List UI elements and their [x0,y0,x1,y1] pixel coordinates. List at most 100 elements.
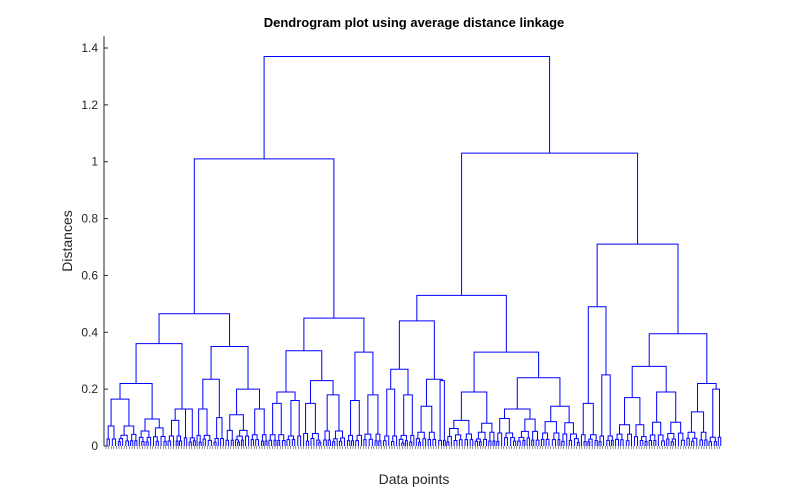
dendrogram-link [404,440,408,446]
y-tick-label: 0.8 [81,212,98,226]
dendrogram-link [518,436,525,442]
dendrogram-link [390,368,409,395]
dendrogram-link [425,378,443,407]
dendrogram-link [687,431,696,439]
dendrogram-link [460,391,488,424]
dendrogram-link [144,418,160,432]
dendrogram-link [375,433,381,441]
dendrogram-link [497,432,503,446]
y-tick-label: 0.6 [81,268,98,282]
dendrogram-link [416,294,507,353]
dendrogram-link [517,440,521,446]
dendrogram-link [174,408,189,421]
dendrogram-link [167,440,172,446]
dendrogram-link [229,414,244,431]
dendrogram-link [657,434,664,446]
dendrogram-link [690,411,705,433]
dendrogram-link [504,437,508,446]
dendrogram-link [118,438,124,446]
dendrogram-link [553,432,560,440]
dendrogram-link [354,351,374,401]
dendrogram-link [214,437,219,446]
dendrogram-link [386,388,396,436]
dendrogram-link [236,388,260,415]
dendrogram-link [489,431,495,442]
y-tick-label: 1 [91,155,98,169]
dendrogram-link [254,408,265,435]
dendrogram-link [213,441,217,446]
dendrogram-link [154,427,164,437]
dendrogram-link [255,439,260,446]
y-axis-label: Distances [59,210,75,271]
dendrogram-link [474,440,479,446]
dendrogram-link [708,441,712,446]
dendrogram-link [273,439,277,446]
dendrogram-link [368,438,373,446]
dendrogram-link [620,439,624,446]
dendrogram-link [432,439,437,446]
dendrogram-link [461,152,639,296]
dendrogram-link [545,438,550,446]
dendrogram-link [478,441,482,446]
dendrogram-link [473,351,540,392]
dendrogram-link [417,431,425,439]
y-tick-label: 0.2 [81,382,98,396]
dendrogram-link [447,436,452,446]
dendrogram-link [475,438,481,442]
dendrogram-link [263,56,551,159]
dendrogram-link [670,421,682,434]
dendrogram-link [276,391,296,404]
dendrogram-link [260,440,264,446]
dendrogram-link [130,440,134,446]
dendrogram-link [286,439,291,446]
dendrogram-link [145,441,149,446]
dendrogram-link [625,440,630,446]
dendrogram-link [477,431,486,440]
dendrogram-link [202,378,220,418]
dendrogram-link [140,430,150,438]
dendrogram-link [364,433,372,440]
y-tick-label: 1.2 [81,98,98,112]
dendrogram-link [340,437,345,446]
dendrogram-link [649,434,656,441]
dendrogram-link [250,439,254,446]
dendrogram-link [454,434,462,441]
dendrogram-tree [106,56,722,446]
dendrogram-link [401,442,405,446]
dendrogram-link [422,438,427,446]
y-tick-label: 0 [91,439,98,453]
dendrogram-link [203,434,211,441]
dendrogram-link [644,440,648,446]
dendrogram-link [230,439,234,446]
dendrogram-link [712,388,721,438]
dendrogram-link [310,438,315,446]
dendrogram-link [667,432,675,440]
x-axis-label: Data points [379,471,450,487]
y-ticks: 0 0.2 0.4 0.6 0.8 1 1.2 1.4 [81,41,108,453]
dendrogram-link [220,437,224,446]
dendrogram-link [574,438,579,446]
dendrogram-link [326,394,340,431]
dendrogram-link [601,374,611,436]
dendrogram-link [225,439,230,446]
dendrogram-link [403,394,413,436]
dendrogram-link [134,440,138,446]
dendrogram-link [594,439,598,446]
dendrogram-link [652,421,662,436]
dendrogram-link [540,438,545,446]
chart-title: Dendrogram plot using average distance l… [264,15,565,30]
dendrogram-link [400,434,407,441]
dendrogram-link [334,430,344,439]
dendrogram-link [428,431,435,440]
dendrogram-link [318,441,322,446]
dendrogram-link [356,434,362,446]
dendrogram-link [141,441,145,446]
dendrogram-link [661,440,665,446]
dendrogram-link [240,439,244,446]
dendrogram-link [398,438,404,446]
y-tick-label: 0.4 [81,325,98,339]
dendrogram-link [453,439,458,446]
dendrogram-link [465,433,472,440]
